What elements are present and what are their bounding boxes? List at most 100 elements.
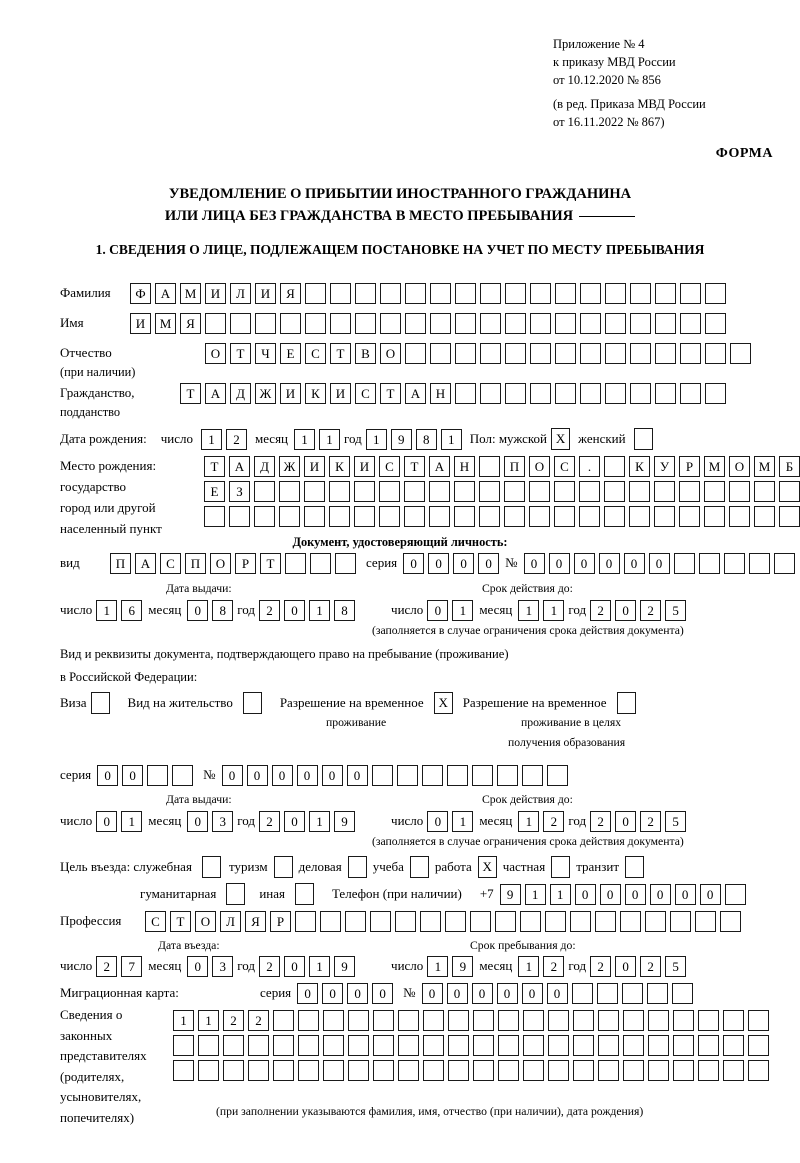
char-cell[interactable]: А — [155, 283, 176, 304]
char-cell[interactable] — [748, 1010, 769, 1031]
char-cell[interactable] — [480, 313, 501, 334]
char-cell[interactable] — [223, 1035, 244, 1056]
char-cell[interactable] — [298, 1060, 319, 1081]
char-cell[interactable] — [655, 343, 676, 364]
char-cell[interactable]: 2 — [590, 956, 612, 977]
char-cell[interactable] — [345, 911, 366, 932]
char-cell[interactable] — [248, 1060, 269, 1081]
char-cell[interactable]: 1 — [309, 600, 331, 621]
char-cell[interactable]: К — [329, 456, 350, 477]
char-cell[interactable]: 1 — [309, 811, 331, 832]
char-cell[interactable]: 0 — [321, 765, 343, 786]
char-cell[interactable] — [723, 1035, 744, 1056]
char-cell[interactable]: Я — [280, 283, 301, 304]
char-cell[interactable] — [329, 506, 350, 527]
residence-permit-checkbox[interactable] — [242, 692, 262, 714]
char-cell[interactable] — [579, 481, 600, 502]
char-cell[interactable]: 0 — [122, 765, 144, 786]
visa-checkbox[interactable] — [90, 692, 110, 714]
char-cell[interactable]: 7 — [121, 956, 143, 977]
char-cell[interactable] — [429, 481, 450, 502]
char-cell[interactable]: 0 — [615, 600, 637, 621]
char-cell[interactable] — [229, 506, 250, 527]
char-cell[interactable] — [679, 506, 700, 527]
purpose-private-checkbox[interactable] — [551, 856, 571, 878]
char-cell[interactable] — [704, 506, 725, 527]
char-cell[interactable] — [323, 1035, 344, 1056]
char-cell[interactable] — [280, 313, 301, 334]
char-cell[interactable]: К — [629, 456, 650, 477]
char-cell[interactable] — [448, 1010, 469, 1031]
char-cell[interactable] — [523, 1010, 544, 1031]
edu-residence-checkbox[interactable] — [616, 692, 636, 714]
char-cell[interactable] — [548, 1035, 569, 1056]
char-cell[interactable] — [605, 313, 626, 334]
char-cell[interactable] — [354, 506, 375, 527]
char-cell[interactable] — [773, 553, 795, 574]
char-cell[interactable] — [455, 313, 476, 334]
char-cell[interactable]: 9 — [334, 811, 356, 832]
char-cell[interactable]: 0 — [648, 553, 670, 574]
char-cell[interactable] — [204, 506, 225, 527]
char-cell[interactable]: 2 — [223, 1010, 244, 1031]
char-cell[interactable] — [396, 765, 418, 786]
char-cell[interactable] — [705, 283, 726, 304]
purpose-study-checkbox[interactable] — [409, 856, 429, 878]
char-cell[interactable] — [505, 343, 526, 364]
char-cell[interactable]: 1 — [121, 811, 143, 832]
char-cell[interactable]: 3 — [212, 956, 234, 977]
char-cell[interactable]: 0 — [284, 811, 306, 832]
char-cell[interactable]: Л — [230, 283, 251, 304]
char-cell[interactable]: В — [355, 343, 376, 364]
char-cell[interactable] — [304, 481, 325, 502]
char-cell[interactable] — [671, 983, 693, 1004]
char-cell[interactable] — [730, 343, 751, 364]
char-cell[interactable] — [379, 506, 400, 527]
char-cell[interactable] — [446, 765, 468, 786]
char-cell[interactable] — [335, 553, 356, 574]
char-cell[interactable] — [380, 313, 401, 334]
char-cell[interactable]: А — [205, 383, 226, 404]
char-cell[interactable] — [604, 481, 625, 502]
char-cell[interactable]: 0 — [347, 983, 369, 1004]
char-cell[interactable]: П — [185, 553, 206, 574]
char-cell[interactable] — [471, 765, 493, 786]
char-cell[interactable] — [398, 1035, 419, 1056]
char-cell[interactable] — [305, 283, 326, 304]
char-cell[interactable]: А — [229, 456, 250, 477]
purpose-tourism-checkbox[interactable] — [273, 856, 293, 878]
char-cell[interactable] — [379, 481, 400, 502]
char-cell[interactable]: 0 — [674, 883, 696, 905]
char-cell[interactable] — [223, 1060, 244, 1081]
char-cell[interactable]: 2 — [259, 600, 281, 621]
char-cell[interactable]: 1 — [96, 600, 118, 621]
birthplace-cells-3[interactable] — [204, 506, 800, 527]
char-cell[interactable] — [455, 283, 476, 304]
char-cell[interactable]: 0 — [446, 983, 468, 1004]
char-cell[interactable]: 2 — [590, 600, 612, 621]
char-cell[interactable] — [630, 283, 651, 304]
char-cell[interactable] — [495, 911, 516, 932]
char-cell[interactable]: С — [379, 456, 400, 477]
char-cell[interactable]: Т — [170, 911, 191, 932]
char-cell[interactable] — [448, 1035, 469, 1056]
char-cell[interactable] — [430, 343, 451, 364]
char-cell[interactable] — [673, 553, 695, 574]
char-cell[interactable] — [523, 1060, 544, 1081]
char-cell[interactable]: 0 — [427, 600, 449, 621]
char-cell[interactable] — [748, 553, 770, 574]
char-cell[interactable] — [754, 481, 775, 502]
char-cell[interactable] — [724, 883, 746, 905]
char-cell[interactable] — [454, 481, 475, 502]
char-cell[interactable]: И — [354, 456, 375, 477]
char-cell[interactable]: 1 — [518, 811, 540, 832]
